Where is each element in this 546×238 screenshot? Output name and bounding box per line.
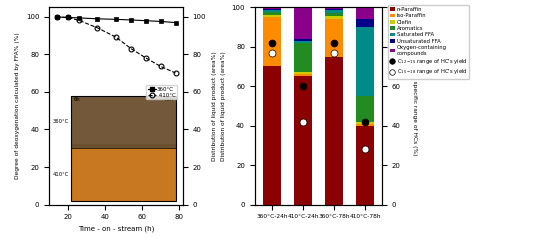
Bar <box>294 7 312 39</box>
Bar <box>356 19 375 27</box>
Bar <box>294 43 312 72</box>
Text: 78h: 78h <box>163 97 174 102</box>
360°C <box>54 15 60 18</box>
410°C <box>94 26 100 29</box>
Legend: 360°C,  410°C: 360°C, 410°C <box>146 85 177 99</box>
Text: 360°C: 360°C <box>52 119 69 124</box>
Y-axis label: Distribution of liquid product (area%): Distribution of liquid product (area%) <box>221 51 226 161</box>
Bar <box>356 122 375 124</box>
410°C <box>157 65 164 68</box>
Bar <box>263 12 281 15</box>
Bar <box>325 9 343 10</box>
Bar <box>356 126 375 205</box>
360°C <box>113 18 120 21</box>
410°C <box>64 16 71 19</box>
Polygon shape <box>72 96 175 144</box>
410°C <box>143 56 149 59</box>
410°C <box>75 19 82 22</box>
Bar <box>294 39 312 41</box>
Bar <box>356 7 375 19</box>
Line: 360°C: 360°C <box>54 15 178 25</box>
410°C <box>128 47 134 50</box>
Bar <box>356 96 375 122</box>
Polygon shape <box>72 148 175 201</box>
360°C <box>64 16 71 19</box>
410°C <box>54 15 60 18</box>
360°C <box>157 20 164 23</box>
Bar <box>325 13 343 16</box>
Bar <box>294 41 312 43</box>
360°C <box>128 19 134 21</box>
Bar <box>294 74 312 76</box>
Y-axis label: Yield of specific range of HCs (%): Yield of specific range of HCs (%) <box>412 57 417 155</box>
Polygon shape <box>72 96 175 148</box>
Text: 6h: 6h <box>73 97 80 102</box>
Bar <box>325 19 343 57</box>
Bar <box>263 10 281 12</box>
Bar <box>263 7 281 9</box>
Y-axis label: Degree of deoxygenation calculated by FFA% (%): Degree of deoxygenation calculated by FF… <box>15 33 20 179</box>
360°C <box>143 19 149 22</box>
Bar <box>263 9 281 10</box>
Bar <box>325 10 343 13</box>
Bar <box>263 17 281 66</box>
360°C <box>94 17 100 20</box>
Bar <box>325 7 343 9</box>
410°C <box>113 36 120 39</box>
Bar <box>325 16 343 19</box>
Bar <box>263 15 281 17</box>
Y-axis label: Distribution of liquid product (area%): Distribution of liquid product (area%) <box>212 51 217 161</box>
Bar <box>356 27 375 96</box>
Bar <box>325 57 343 205</box>
X-axis label: Time - on - stream (h): Time - on - stream (h) <box>78 226 154 233</box>
Bar <box>356 124 375 126</box>
Text: 410°C: 410°C <box>52 172 69 177</box>
360°C <box>172 21 179 24</box>
Line: 410°C: 410°C <box>54 15 178 75</box>
Legend: n-Paraffin, iso-Paraffin, Olefin, Aromatics, Saturated FFA, Unsaturated FFA, Oxy: n-Paraffin, iso-Paraffin, Olefin, Aromat… <box>388 5 470 79</box>
Bar <box>294 76 312 205</box>
Bar <box>263 66 281 205</box>
360°C <box>75 16 82 19</box>
410°C <box>172 72 179 74</box>
Bar <box>294 72 312 74</box>
